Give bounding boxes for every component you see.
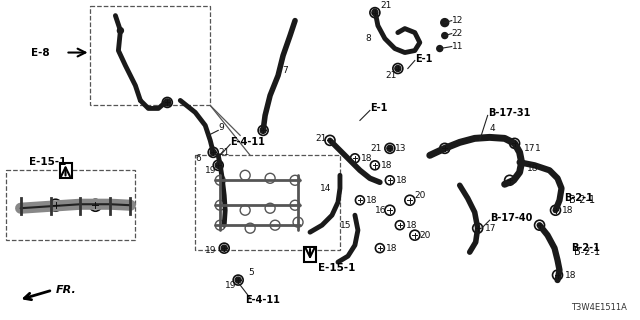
Text: B-2-1: B-2-1: [570, 195, 596, 205]
Text: 7: 7: [282, 66, 288, 75]
Text: 20: 20: [415, 191, 426, 200]
Text: 21: 21: [380, 1, 391, 10]
Text: B-17-31: B-17-31: [488, 108, 530, 118]
Bar: [195, 155, 340, 250]
Bar: [6, 170, 136, 240]
Text: E-1: E-1: [415, 53, 432, 64]
Bar: [304, 247, 316, 262]
Text: 18: 18: [406, 221, 417, 230]
Circle shape: [210, 149, 216, 155]
Text: T3W4E1511A: T3W4E1511A: [572, 303, 627, 312]
Text: 22: 22: [452, 29, 463, 38]
Text: 19: 19: [205, 166, 217, 175]
Circle shape: [215, 162, 221, 168]
Text: 18: 18: [366, 196, 378, 205]
Text: 21: 21: [370, 144, 381, 153]
Text: 21: 21: [385, 71, 396, 80]
Text: 14: 14: [320, 184, 332, 193]
Bar: [90, 6, 210, 105]
Text: 13: 13: [395, 144, 406, 153]
Text: B-2-1: B-2-1: [564, 193, 593, 203]
Bar: [60, 163, 72, 178]
Circle shape: [441, 19, 449, 27]
Text: B-2-1: B-2-1: [575, 247, 600, 257]
Circle shape: [164, 99, 171, 106]
Text: 20: 20: [420, 231, 431, 240]
Text: 21: 21: [218, 148, 230, 157]
Text: 12: 12: [452, 16, 463, 25]
Text: 4: 4: [490, 124, 495, 133]
Text: FR.: FR.: [56, 285, 76, 295]
Text: 18: 18: [386, 244, 397, 253]
Circle shape: [260, 127, 266, 133]
Circle shape: [395, 66, 401, 71]
Text: 18: 18: [561, 206, 573, 215]
Text: 18: 18: [396, 176, 407, 185]
Text: 11: 11: [452, 42, 463, 51]
Text: 8: 8: [365, 34, 371, 43]
Circle shape: [372, 10, 378, 16]
Text: 6: 6: [195, 154, 201, 163]
Text: E-4-11: E-4-11: [230, 137, 265, 148]
Text: 5: 5: [248, 268, 254, 276]
Text: 18: 18: [564, 271, 576, 280]
Circle shape: [387, 145, 393, 151]
Text: 18: 18: [361, 154, 372, 163]
Text: E-15-1: E-15-1: [318, 263, 355, 273]
Text: 15: 15: [340, 221, 351, 230]
Text: 1: 1: [534, 144, 540, 153]
Text: 19: 19: [205, 246, 217, 255]
Circle shape: [442, 33, 448, 39]
Circle shape: [235, 277, 241, 283]
Circle shape: [117, 28, 124, 34]
Text: 17: 17: [524, 144, 535, 153]
Text: B-17-40: B-17-40: [490, 213, 532, 223]
Circle shape: [436, 45, 443, 52]
Text: 16: 16: [375, 206, 387, 215]
Circle shape: [221, 245, 227, 251]
Text: 19: 19: [225, 281, 237, 290]
Text: 17: 17: [484, 224, 496, 233]
Text: E-4-11: E-4-11: [245, 295, 280, 305]
Text: 18: 18: [527, 164, 538, 173]
Text: 9: 9: [218, 123, 224, 132]
Text: 18: 18: [381, 161, 392, 170]
Text: E-1: E-1: [370, 103, 387, 113]
Text: E-15-1: E-15-1: [29, 157, 66, 167]
Text: B-2-1: B-2-1: [572, 243, 600, 253]
Text: E-8: E-8: [31, 48, 49, 58]
Text: 21: 21: [315, 134, 326, 143]
